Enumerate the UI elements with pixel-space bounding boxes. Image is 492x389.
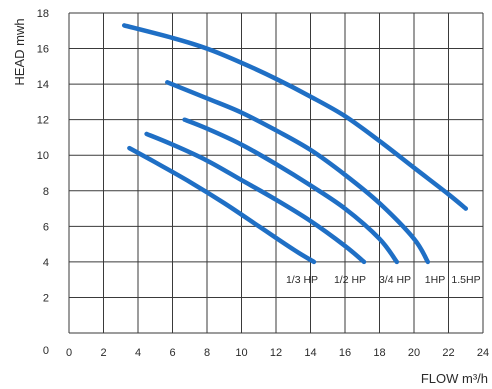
curve-1-3-hp <box>127 145 317 265</box>
gridlines <box>68 12 484 334</box>
x-tick-label: 20 <box>408 347 420 359</box>
y-tick-label: 4 <box>43 257 49 269</box>
y-tick-label: 12 <box>37 115 49 127</box>
x-tick-label: 18 <box>373 347 385 359</box>
y-axis-title: HEAD mwh <box>12 18 27 85</box>
x-tick-label: 10 <box>235 347 247 359</box>
performance-curves <box>121 23 469 265</box>
x-tick-label: 6 <box>169 347 175 359</box>
series-label-1hp: 1HP <box>425 274 445 286</box>
x-tick-label: 22 <box>442 347 454 359</box>
y-tick-label: 8 <box>43 186 49 198</box>
curve-3-4-hp <box>182 117 400 265</box>
x-tick-label: 16 <box>339 347 351 359</box>
y-tick-label: 10 <box>37 150 49 162</box>
curve-1hp <box>165 80 431 265</box>
curve-1-2-hp <box>144 131 367 265</box>
x-tick-label: 14 <box>304 347 316 359</box>
y-tick-label: 16 <box>37 44 49 56</box>
series-label-1-5hp: 1.5HP <box>451 274 480 286</box>
series-label-3-4-hp: 3/4 HP <box>379 274 411 286</box>
curve-1-5hp <box>121 23 469 211</box>
series-label-1-2-hp: 1/2 HP <box>334 274 366 286</box>
y-tick-label: 14 <box>37 79 49 91</box>
series-label-1-3-hp: 1/3 HP <box>286 274 318 286</box>
y-tick-label: 18 <box>37 8 49 20</box>
x-tick-label: 12 <box>270 347 282 359</box>
x-tick-label: 0 <box>66 347 72 359</box>
y-tick-label: 0 <box>43 345 49 357</box>
y-tick-label: 2 <box>43 292 49 304</box>
x-tick-label: 2 <box>100 347 106 359</box>
x-tick-label: 4 <box>135 347 141 359</box>
x-tick-label: 8 <box>204 347 210 359</box>
x-axis-title: FLOW m³/h <box>421 371 488 386</box>
x-tick-label: 24 <box>477 347 489 359</box>
series-labels: 1/3 HP 1/2 HP 3/4 HP 1HP 1.5HP <box>286 274 481 286</box>
y-tick-label: 6 <box>43 221 49 233</box>
